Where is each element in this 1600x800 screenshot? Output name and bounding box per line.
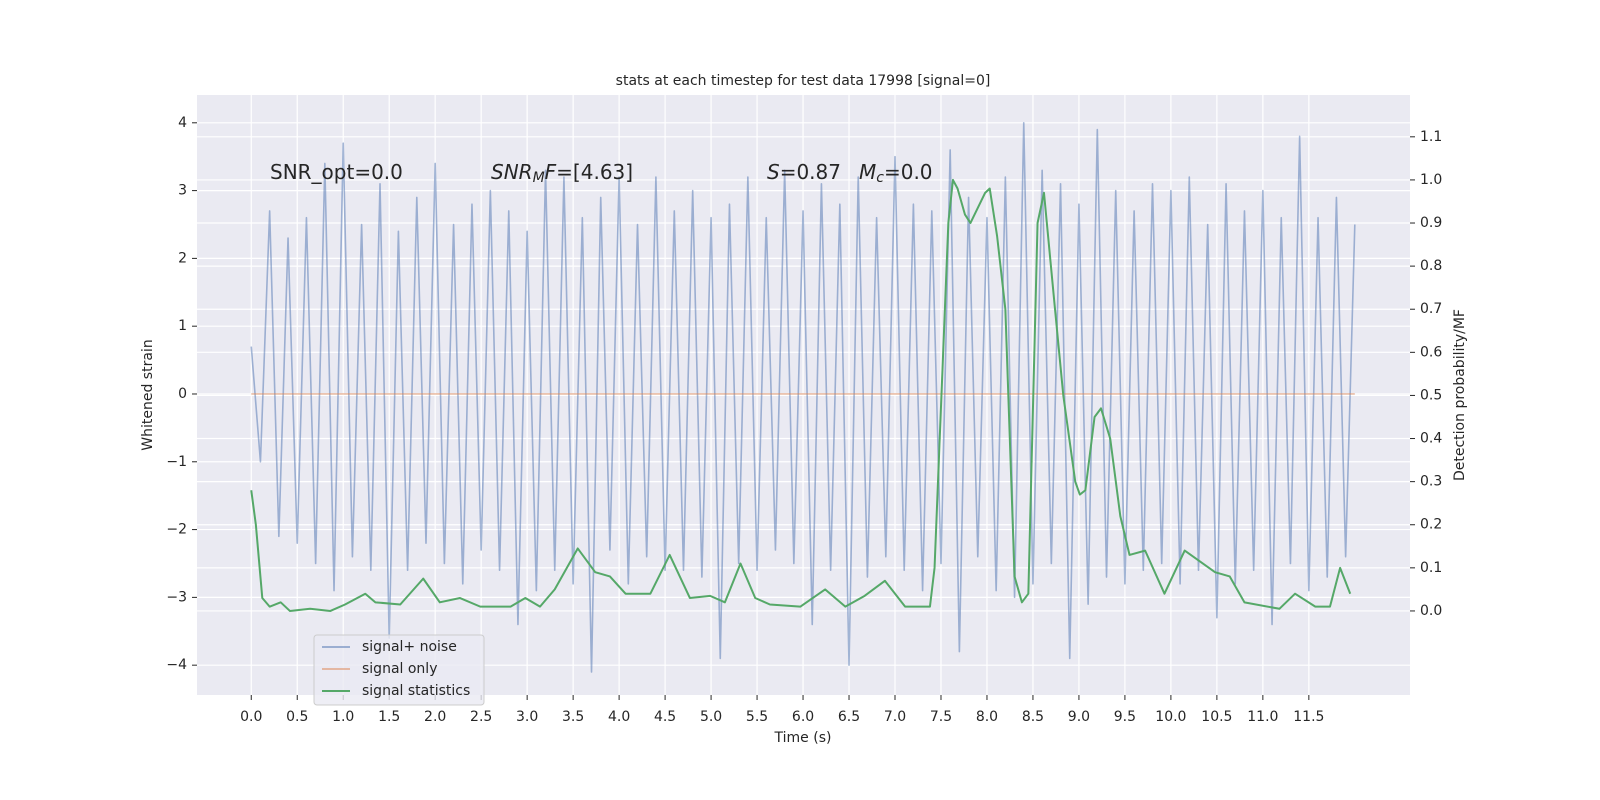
y2-axis-label: Detection probability/MF (1452, 309, 1468, 481)
x-tick-label: 6.0 (792, 709, 814, 725)
labels: 0.0 0.5 1.0 1.5 2.0 2.5 3.0 3.5 4.0 4.5 5.0 5.5 6.0 6… (166, 115, 1442, 725)
y2-tick-label: 0.7 (1420, 301, 1442, 317)
y-tick-label: −1 (166, 454, 187, 470)
annotation: S=0.87 (767, 160, 841, 184)
series-line (250, 178, 1352, 612)
annotation-part: SNR (491, 160, 533, 184)
x-tick-label: 4.5 (654, 709, 676, 725)
y-tick-label: 1 (178, 318, 187, 334)
x-tick-label: 5.5 (746, 709, 768, 725)
y2-tick-label: 0.3 (1420, 474, 1442, 490)
x-tick-label: 2.5 (470, 709, 492, 725)
legend: signal+ noise signal only signal statistic… (313, 634, 485, 706)
y-tick-label: −4 (166, 657, 187, 673)
y2-tick-label: 1.1 (1420, 129, 1442, 145)
legend-box (313, 634, 485, 706)
annotation-part: SNR_opt=0.0 (270, 160, 403, 184)
annotation-part: F (545, 160, 557, 184)
series-line (250, 122, 1356, 673)
x-tick-label: 3.5 (562, 709, 584, 725)
y-tick-label: −2 (166, 522, 187, 538)
x-tick-label: 10.5 (1201, 709, 1232, 725)
y2-tick-label: 0.8 (1420, 258, 1442, 274)
y-tick-label: 2 (178, 250, 187, 266)
x-tick-label: 3.0 (516, 709, 538, 725)
y2-tick-label: 0.4 (1420, 431, 1442, 447)
x-tick-label: 9.5 (1114, 709, 1136, 725)
chart-title: stats at each timestep for test data 179… (616, 73, 991, 89)
x-tick-label: 1.0 (332, 709, 354, 725)
y-axis-label: Whitened strain (140, 339, 156, 450)
y-tick-label: −3 (166, 589, 187, 605)
x-axis-label: Time (s) (774, 730, 832, 746)
x-tick-label: 7.5 (930, 709, 952, 725)
grid (197, 95, 1410, 695)
x-tick-label: 8.5 (1022, 709, 1044, 725)
marks (250, 122, 1356, 673)
y2-tick-label: 1.0 (1420, 172, 1442, 188)
x-tick-label: 2.0 (424, 709, 446, 725)
x-tick-label: 4.0 (608, 709, 630, 725)
x-tick-label: 7.0 (884, 709, 906, 725)
annotation-part: S (767, 160, 780, 184)
x-tick-label: 1.5 (378, 709, 400, 725)
y2-tick-label: 0.9 (1420, 215, 1442, 231)
x-tick-label: 10.0 (1155, 709, 1186, 725)
y2-tick-label: 0.1 (1420, 560, 1442, 576)
annotation-part: =0.87 (780, 160, 841, 184)
annotation: SNRMF=[4.63] (491, 160, 633, 187)
x-tick-label: 9.0 (1068, 709, 1090, 725)
x-tick-label: 0.5 (286, 709, 308, 725)
y2-tick-label: 0.6 (1420, 344, 1442, 360)
legend-label: signal only (362, 661, 437, 677)
y2-tick-label: 0.0 (1420, 603, 1442, 619)
y-tick-label: 3 (178, 183, 187, 199)
x-tick-label: 11.0 (1247, 709, 1278, 725)
annotation-part: M (533, 170, 545, 186)
x-tick-label: 6.5 (838, 709, 860, 725)
annotation-part: M (859, 160, 876, 184)
annotation: Mc=0.0 (859, 160, 933, 187)
y-tick-label: 0 (178, 386, 187, 402)
annotation-part: c (876, 170, 884, 186)
y-tick-label: 4 (178, 115, 187, 131)
annotation-part: =[4.63] (556, 160, 633, 184)
annotation-part: =0.0 (884, 160, 933, 184)
annotation: SNR_opt=0.0 (270, 160, 403, 184)
legend-label: signal statistics (362, 683, 470, 699)
y2-tick-label: 0.2 (1420, 517, 1442, 533)
x-tick-label: 8.0 (976, 709, 998, 725)
legend-label: signal+ noise (362, 639, 457, 655)
y2-tick-label: 0.5 (1420, 387, 1442, 403)
x-tick-label: 5.0 (700, 709, 722, 725)
x-tick-label: 11.5 (1293, 709, 1324, 725)
x-tick-label: 0.0 (240, 709, 262, 725)
